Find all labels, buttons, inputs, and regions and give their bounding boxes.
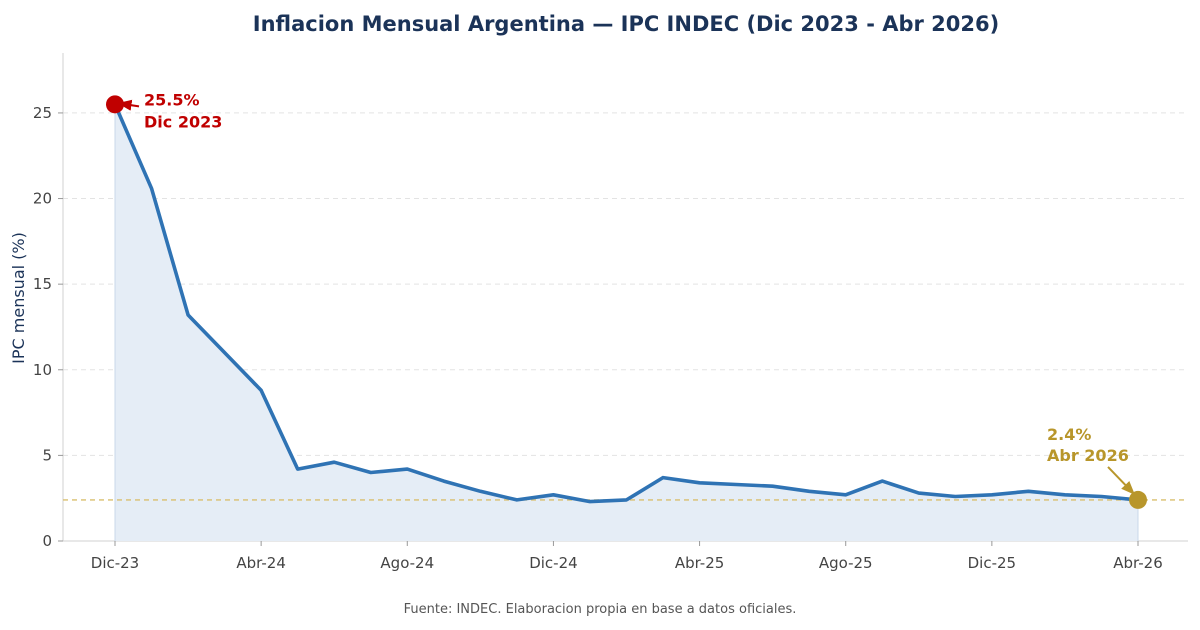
x-tick-label-Ago-25: Ago-25 xyxy=(819,554,873,572)
data-point-Feb-26 xyxy=(1063,493,1067,497)
data-point-Nov-24 xyxy=(515,498,519,502)
series-area-fill xyxy=(115,104,1138,542)
x-tick-label-Abr-26: Abr-26 xyxy=(1113,554,1163,572)
data-point-Jun-24 xyxy=(332,460,336,464)
data-point-Jun-25 xyxy=(771,484,775,488)
data-point-Ago-24 xyxy=(405,467,409,471)
start-annotation-date: Dic 2023 xyxy=(144,112,222,131)
data-point-Jul-24 xyxy=(369,471,373,475)
data-point-Sep-24 xyxy=(442,479,446,483)
data-point-May-25 xyxy=(734,482,738,486)
data-point-Oct-24 xyxy=(478,489,482,493)
y-tick-label-15: 15 xyxy=(33,275,52,293)
source-note: Fuente: INDEC. Elaboracion propia en bas… xyxy=(404,602,797,617)
x-tick-label-Dic-23: Dic-23 xyxy=(91,554,139,572)
y-tick-label-25: 25 xyxy=(33,104,52,122)
y-axis-label: IPC mensual (%) xyxy=(9,232,28,364)
start-annotation-value: 25.5% xyxy=(144,90,200,109)
data-point-Ene-26 xyxy=(1026,489,1030,493)
data-point-Sep-25 xyxy=(880,479,884,483)
end-annotation-arrow xyxy=(1107,466,1135,495)
y-tick-label-0: 0 xyxy=(42,532,52,550)
x-tick-label-Ago-24: Ago-24 xyxy=(380,554,434,572)
data-point-Ene-24 xyxy=(150,186,154,190)
data-point-Mar-25 xyxy=(661,476,665,480)
data-point-Oct-25 xyxy=(917,491,921,495)
data-point-Abr-24 xyxy=(259,388,263,392)
data-point-Feb-24 xyxy=(186,313,190,317)
x-tick-label-Abr-25: Abr-25 xyxy=(675,554,725,572)
y-tick-label-5: 5 xyxy=(42,446,52,464)
chart-title: Inflacion Mensual Argentina — IPC INDEC … xyxy=(253,12,999,36)
data-point-Feb-25 xyxy=(625,498,629,502)
x-tick-label-Abr-24: Abr-24 xyxy=(236,554,286,572)
data-point-May-24 xyxy=(296,467,300,471)
data-point-Mar-24 xyxy=(223,351,227,355)
y-tick-label-10: 10 xyxy=(33,361,52,379)
end-annotation-value: 2.4% xyxy=(1047,425,1091,444)
end-annotation-date: Abr 2026 xyxy=(1047,446,1129,465)
data-point-Ene-25 xyxy=(588,500,592,504)
data-point-Abr-25 xyxy=(698,481,702,485)
series-line xyxy=(113,102,1140,504)
data-point-Jul-25 xyxy=(807,489,811,493)
start-annotation-arrow xyxy=(117,99,140,111)
data-point-Dic-24 xyxy=(551,493,555,497)
y-tick-label-20: 20 xyxy=(33,190,52,208)
data-point-Ago-25 xyxy=(844,493,848,497)
data-point-Dic-25 xyxy=(990,493,994,497)
data-point-Nov-25 xyxy=(953,494,957,498)
end-point-marker xyxy=(1129,490,1147,509)
x-tick-label-Dic-25: Dic-25 xyxy=(968,554,1016,572)
data-point-Mar-26 xyxy=(1099,494,1103,498)
x-tick-label-Dic-24: Dic-24 xyxy=(529,554,577,572)
